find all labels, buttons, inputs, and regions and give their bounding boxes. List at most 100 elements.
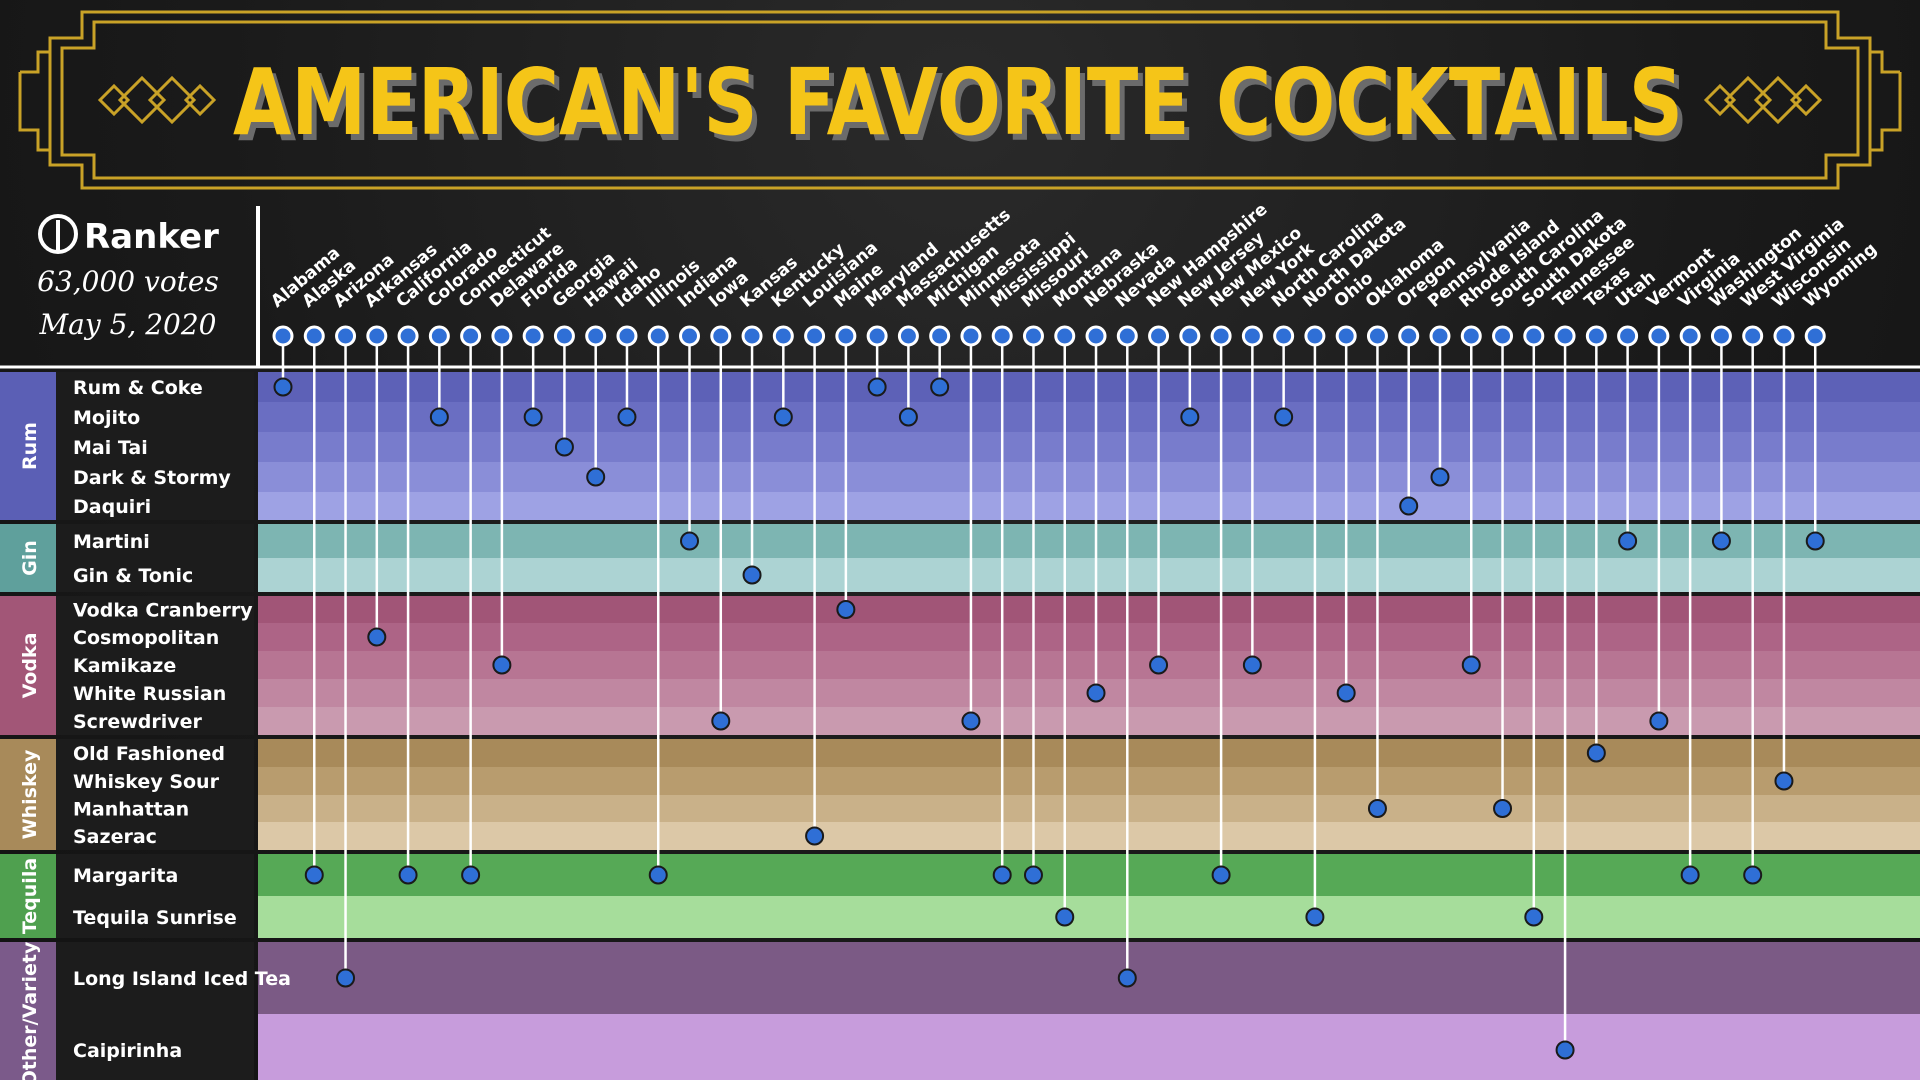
favorite-dot-nevada <box>1117 968 1137 988</box>
state-header-dot-michigan <box>929 325 951 347</box>
band-gin-and-tonic <box>258 558 1920 592</box>
title-frame-inner <box>60 20 1860 180</box>
ranker-logo-text: Ranker <box>84 217 219 257</box>
favorite-dot-louisiana <box>805 826 825 846</box>
favorite-dot-texas <box>1586 743 1606 763</box>
state-header-dot-wyoming <box>1804 325 1826 347</box>
state-header-dot-california <box>397 325 419 347</box>
favorite-dot-idaho <box>617 407 637 427</box>
state-header-dot-kansas <box>741 325 763 347</box>
state-header-dot-kentucky <box>772 325 794 347</box>
group-tab-other-variety <box>0 942 56 1080</box>
group-label-vodka: Vodka <box>19 633 41 699</box>
favorite-dot-illinois <box>648 865 668 885</box>
state-header-dot-rhode-island <box>1460 325 1482 347</box>
title-frame-right-step-2 <box>1870 72 1902 152</box>
state-header-dot-west-virginia <box>1742 325 1764 347</box>
band-martini <box>258 524 1920 558</box>
favorite-dot-tennessee <box>1555 1040 1575 1060</box>
band-whiskey-sour <box>258 767 1920 795</box>
favorite-dot-kentucky <box>773 407 793 427</box>
favorite-dots <box>272 325 1826 1060</box>
state-header-dot-new-jersey <box>1179 325 1201 347</box>
state-lines <box>281 336 1817 1050</box>
band-sazerac <box>258 822 1920 850</box>
favorite-dot-minnesota <box>961 711 981 731</box>
state-header-dot-new-hampshire <box>1148 325 1170 347</box>
group-label-rum: Rum <box>19 422 41 470</box>
state-header-dot-arizona <box>335 325 357 347</box>
group-tab-tequila <box>0 854 56 938</box>
state-header-dot-iowa <box>710 325 732 347</box>
left-diamond-4 <box>183 83 217 117</box>
state-header-dot-illinois <box>647 325 669 347</box>
state-header-dot-south-dakota <box>1523 325 1545 347</box>
left-diamond-3 <box>97 83 131 117</box>
band-caipirinha <box>258 1014 1920 1080</box>
favorite-dot-alaska <box>304 865 324 885</box>
state-header-dot-maryland <box>866 325 888 347</box>
state-header-dot-missouri <box>1022 325 1044 347</box>
favorite-dot-oklahoma <box>1367 799 1387 818</box>
page-title: AMERICAN'S FAVORITE COCKTAILS <box>233 49 1683 156</box>
row-label-dark-and-stormy: Dark & Stormy <box>73 467 231 489</box>
favorite-dot-iowa <box>711 711 731 731</box>
band-tequila-sunrise <box>258 896 1920 938</box>
state-header-dot-pennsylvania <box>1429 325 1451 347</box>
favorite-dot-maryland <box>867 377 887 397</box>
favorite-dot-new-hampshire <box>1149 655 1169 675</box>
row-label-cosmopolitan: Cosmopolitan <box>73 627 219 649</box>
state-labels: AlabamaAlaskaArizonaArkansasCaliforniaCo… <box>267 199 1881 311</box>
favorite-dot-colorado <box>429 407 449 427</box>
favorite-dot-mississippi <box>992 865 1012 885</box>
row-label-white-russian: White Russian <box>73 683 226 705</box>
favorite-dot-alabama <box>273 377 293 397</box>
state-header-dot-minnesota <box>960 325 982 347</box>
favorite-dot-california <box>398 865 418 885</box>
left-diamond-2 <box>147 75 197 125</box>
release-date: May 5, 2020 <box>39 308 217 341</box>
state-header-dot-north-dakota <box>1304 325 1326 347</box>
left-diamond-1 <box>117 75 167 125</box>
state-header-dot-wisconsin <box>1773 325 1795 347</box>
row-label-whiskey-sour: Whiskey Sour <box>73 771 220 793</box>
band-margarita <box>258 854 1920 896</box>
row-label-tequila-sunrise: Tequila Sunrise <box>73 907 237 929</box>
state-header-dot-louisiana <box>804 325 826 347</box>
state-header-dot-delaware <box>491 325 513 347</box>
favorite-dot-vermont <box>1649 711 1669 731</box>
favorite-dot-north-carolina <box>1274 407 1294 427</box>
row-labels: Rum & Coke Mojito Mai Tai Dark & Stormy Daqu… <box>73 377 291 1062</box>
state-header-dot-georgia <box>553 325 575 347</box>
favorite-dot-nebraska <box>1086 683 1106 703</box>
state-header-dot-colorado <box>428 325 450 347</box>
group-labels: Rum Gin Vodka Whiskey Tequila Other/Variety <box>19 422 41 1080</box>
favorite-dot-south-dakota <box>1524 907 1544 927</box>
row-label-martini: Martini <box>73 531 150 553</box>
band-old-fashioned <box>258 739 1920 767</box>
group-tab-gin <box>0 524 56 592</box>
state-header-dot-virginia <box>1679 325 1701 347</box>
band-mai-tai <box>258 432 1920 462</box>
state-header-dot-connecticut <box>460 325 482 347</box>
state-header-dot-idaho <box>616 325 638 347</box>
row-label-vodka-cranberry: Vodka Cranberry <box>73 600 253 622</box>
band-long-island-iced-tea <box>258 942 1920 1014</box>
favorite-dot-florida <box>523 407 543 427</box>
favorite-dot-virginia <box>1680 865 1700 885</box>
page-title-shadow: AMERICAN'S FAVORITE COCKTAILS <box>238 55 1688 162</box>
state-header-dot-massachusetts <box>897 325 919 347</box>
row-label-sazerac: Sazerac <box>73 826 157 848</box>
state-header-dot-utah <box>1617 325 1639 347</box>
state-header-dot-tennessee <box>1554 325 1576 347</box>
favorite-dot-georgia <box>554 437 574 457</box>
state-header-dot-alabama <box>272 325 294 347</box>
state-header-dot-vermont <box>1648 325 1670 347</box>
favorite-dot-delaware <box>492 655 512 675</box>
row-label-daquiri: Daquiri <box>73 496 151 518</box>
group-label-other-variety: Other/Variety <box>19 941 41 1080</box>
favorite-dot-rhode-island <box>1461 655 1481 675</box>
state-header-dot-montana <box>1054 325 1076 347</box>
group-label-gin: Gin <box>19 540 41 576</box>
